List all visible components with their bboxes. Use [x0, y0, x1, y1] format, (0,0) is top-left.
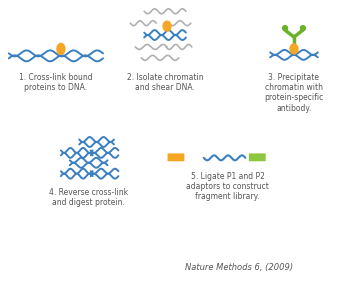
Ellipse shape	[290, 44, 298, 54]
Ellipse shape	[57, 44, 65, 54]
Text: 2. Isolate chromatin
and shear DNA.: 2. Isolate chromatin and shear DNA.	[127, 73, 203, 92]
Ellipse shape	[163, 21, 171, 31]
Text: Nature Methods 6, (2009): Nature Methods 6, (2009)	[186, 263, 294, 272]
Ellipse shape	[283, 26, 287, 31]
Text: 4. Reverse cross-link
and digest protein.: 4. Reverse cross-link and digest protein…	[49, 187, 128, 207]
Text: 5. Ligate P1 and P2
adaptors to construct
fragment library.: 5. Ligate P1 and P2 adaptors to construc…	[186, 172, 269, 201]
Ellipse shape	[300, 26, 306, 31]
FancyBboxPatch shape	[167, 153, 184, 161]
FancyBboxPatch shape	[249, 153, 266, 161]
Text: 1. Cross-link bound
proteins to DNA.: 1. Cross-link bound proteins to DNA.	[19, 73, 93, 92]
Text: 3. Precipitate
chromatin with
protein-specific
antibody.: 3. Precipitate chromatin with protein-sp…	[264, 73, 324, 113]
